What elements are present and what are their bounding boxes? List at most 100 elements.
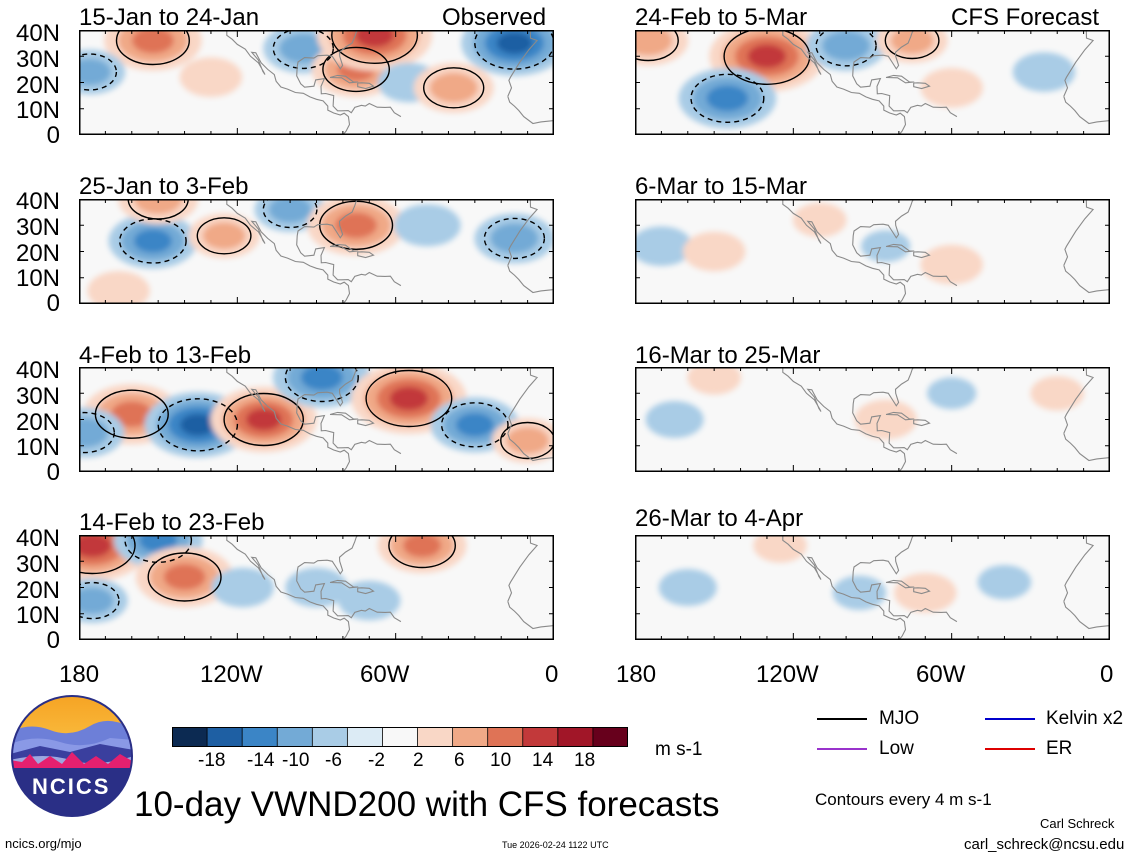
- colorbar-swatch: [522, 727, 559, 747]
- units-label: m s-1: [655, 739, 703, 760]
- x-tick-120w: 120W: [200, 661, 263, 688]
- anomaly-blob: [389, 386, 429, 411]
- legend-line-kelvin: [985, 718, 1035, 720]
- coastline: [1063, 199, 1110, 294]
- anomaly-blob: [687, 367, 741, 395]
- x-tick-60w: 60W: [916, 661, 966, 688]
- site-url[interactable]: ncics.org/mjo: [5, 836, 82, 851]
- colorbar-swatch: [172, 727, 208, 747]
- legend-line-low: [817, 748, 867, 750]
- coastline: [357, 251, 375, 259]
- anomaly-blob: [403, 535, 442, 558]
- coastline: [507, 367, 554, 462]
- panel-title-8: 26-Mar to 4-Apr: [635, 505, 804, 532]
- heatmap-panel-2: [79, 199, 554, 304]
- colorbar: [172, 727, 628, 747]
- coastline: [852, 367, 958, 455]
- coastline: [329, 243, 359, 253]
- observed-label: Observed: [442, 4, 547, 31]
- anomaly-blob: [132, 30, 174, 54]
- cfs-forecast-label: CFS Forecast: [951, 4, 1100, 31]
- author-email[interactable]: carl_schreck@ncsu.edu: [964, 836, 1125, 853]
- legend-label-low: Low: [879, 738, 914, 759]
- y-tick-20n: 20N: [15, 577, 60, 604]
- coastline: [357, 419, 375, 427]
- y-tick-0: 0: [46, 290, 60, 317]
- coastline: [226, 30, 351, 135]
- heatmap-panel-1: [79, 30, 554, 135]
- anomaly-blob: [134, 199, 183, 214]
- y-tick-10n: 10N: [15, 265, 60, 292]
- colorbar-swatch: [487, 727, 524, 747]
- colorbar-swatch: [592, 727, 628, 747]
- colorbar-tick-label: -2: [368, 750, 385, 771]
- contour-line: [723, 30, 811, 85]
- anomaly-blob: [658, 569, 717, 606]
- x-tick-0: 0: [545, 661, 559, 688]
- coastline: [852, 30, 958, 118]
- panel-title-5: 24-Feb to 5-Mar: [635, 4, 808, 31]
- y-tick-0: 0: [46, 627, 60, 654]
- contour-line: [127, 199, 189, 220]
- contour-line: [79, 411, 115, 454]
- anomaly-blob: [79, 417, 109, 448]
- heatmap-panel-5: [635, 30, 1110, 135]
- contour-line: [272, 30, 334, 70]
- contour-line: [331, 30, 419, 64]
- coastline: [226, 199, 351, 304]
- anomaly-blob: [268, 199, 312, 223]
- coastline: [782, 367, 907, 472]
- y-tick-40n: 40N: [15, 357, 60, 384]
- anomaly-blob: [1012, 52, 1076, 92]
- contour-line: [884, 30, 940, 60]
- colorbar-tick-label: -10: [282, 750, 310, 771]
- anomaly-blob: [977, 565, 1032, 600]
- contour-line: [365, 369, 453, 428]
- colorbar-swatch: [557, 727, 594, 747]
- contour-line: [262, 199, 318, 229]
- y-tick-30n: 30N: [15, 46, 60, 73]
- anomaly-blob: [490, 223, 539, 254]
- anomaly-blob: [506, 427, 549, 454]
- colorbar-swatch: [382, 727, 419, 747]
- y-tick-10n: 10N: [15, 434, 60, 461]
- coastline: [885, 411, 915, 421]
- legend-label-mjo: MJO: [879, 708, 920, 729]
- coastline: [296, 367, 402, 455]
- anomaly-blob: [163, 564, 206, 590]
- y-tick-20n: 20N: [15, 240, 60, 267]
- anomaly-blob: [890, 30, 934, 54]
- coastline: [507, 535, 554, 630]
- logo-text: NCICS: [32, 774, 111, 799]
- anomaly-blob: [202, 222, 246, 250]
- colorbar-tick-label: 10: [490, 750, 512, 771]
- contour-line: [440, 402, 509, 448]
- y-tick-40n: 40N: [15, 525, 60, 552]
- coastline: [357, 82, 375, 90]
- anomaly-blob: [635, 30, 673, 56]
- anomaly-blob: [861, 230, 911, 263]
- colorbar-tick-label: 2: [413, 750, 424, 771]
- anomaly-blob: [706, 85, 749, 112]
- contour-line: [115, 30, 190, 66]
- y-tick-0: 0: [46, 459, 60, 486]
- anomaly-blob: [1030, 376, 1084, 411]
- coastline: [913, 82, 931, 90]
- panel-title-3: 4-Feb to 13-Feb: [79, 342, 252, 369]
- anomaly-blob: [683, 231, 746, 272]
- heatmap-panel-4: [79, 535, 554, 640]
- coastline: [913, 419, 931, 427]
- contour-line: [322, 46, 391, 93]
- anomaly-blob: [246, 408, 282, 431]
- contour-line: [423, 67, 485, 109]
- coastline: [913, 587, 931, 595]
- anomaly-blob: [335, 212, 377, 239]
- coastline: [885, 74, 915, 84]
- coastline: [329, 74, 359, 84]
- anomaly-blob: [179, 57, 243, 97]
- colorbar-swatch: [417, 727, 454, 747]
- coastline: [329, 411, 359, 421]
- anomaly-blob: [854, 399, 917, 440]
- anomaly-blob: [355, 30, 394, 48]
- contour-line: [635, 30, 679, 62]
